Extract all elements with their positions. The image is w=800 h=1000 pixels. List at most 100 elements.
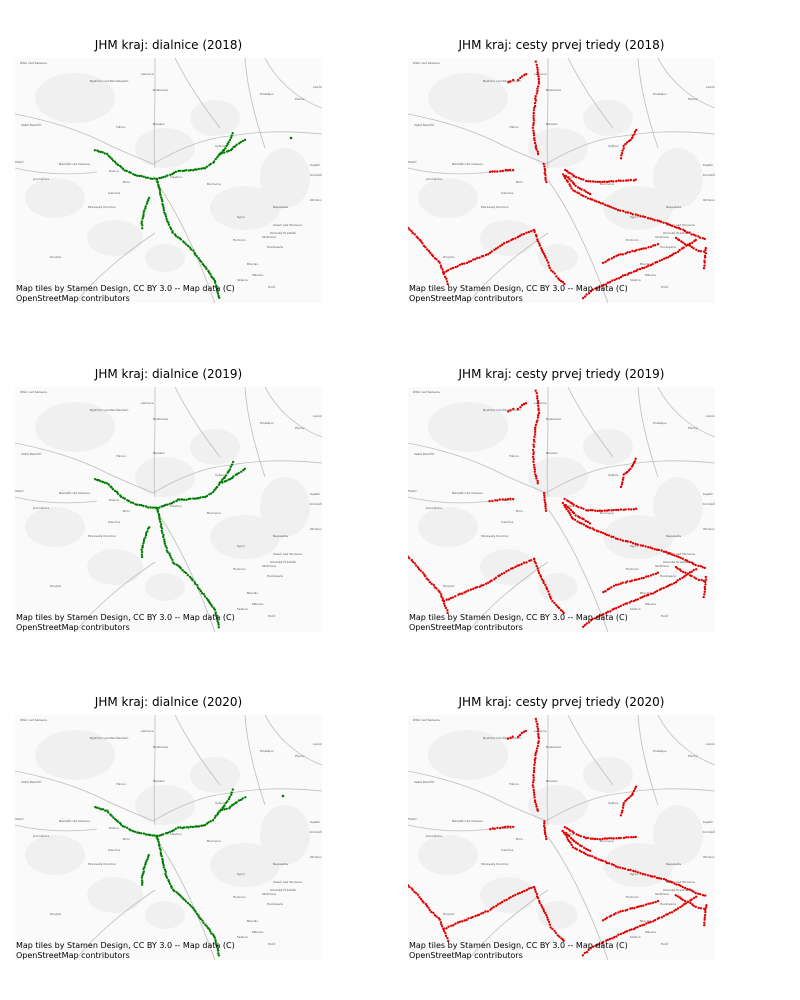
accident-point xyxy=(499,498,501,500)
accident-point xyxy=(630,179,632,181)
place-label: Náměšť nad Oslavou xyxy=(452,819,483,823)
accident-point xyxy=(198,257,200,259)
accident-point xyxy=(134,831,136,833)
accident-point xyxy=(144,207,146,209)
place-label: Napajedla xyxy=(273,534,288,538)
accident-point xyxy=(682,886,684,888)
accident-point xyxy=(497,246,499,248)
accident-point xyxy=(192,826,194,828)
terrain-patch xyxy=(583,100,633,136)
accident-point xyxy=(555,275,557,277)
accident-point xyxy=(629,468,631,470)
accident-point xyxy=(693,905,695,907)
place-label: Lipník nad Bečvou xyxy=(313,85,322,89)
accident-point xyxy=(587,180,589,182)
place-label: Holíč xyxy=(661,942,669,946)
accident-point xyxy=(472,916,474,918)
accident-point xyxy=(596,838,598,840)
terrain-patch xyxy=(260,477,310,537)
accident-point xyxy=(578,192,580,194)
accident-point xyxy=(671,225,673,227)
accident-point xyxy=(622,867,624,869)
accident-point xyxy=(613,608,615,610)
panel-title: JHM kraj: cesty prvej triedy (2019) xyxy=(408,367,715,381)
place-label: Napajedla xyxy=(273,862,288,866)
accident-point xyxy=(104,152,106,154)
place-label: Prostějov xyxy=(653,749,667,753)
accident-point xyxy=(491,170,493,172)
accident-point xyxy=(461,263,463,265)
accident-point xyxy=(532,781,534,783)
accident-point xyxy=(537,897,539,899)
accident-point xyxy=(210,163,212,165)
accident-point xyxy=(94,478,96,480)
accident-point xyxy=(660,588,662,590)
accident-point xyxy=(551,600,553,602)
accident-point xyxy=(535,718,537,720)
accident-point xyxy=(536,723,538,725)
accident-point xyxy=(191,579,193,581)
accident-point xyxy=(536,392,538,394)
accident-point xyxy=(595,857,597,859)
place-label: Jaroměřice xyxy=(32,834,49,838)
place-label: Náměšť nad Oslavou xyxy=(59,162,90,166)
accident-point xyxy=(639,215,641,217)
accident-point xyxy=(704,249,706,251)
accident-point xyxy=(533,464,535,466)
accident-point xyxy=(594,510,596,512)
accident-point xyxy=(221,152,223,154)
accident-point xyxy=(153,177,155,179)
accident-point xyxy=(163,866,165,868)
accident-point xyxy=(512,826,514,828)
accident-point xyxy=(236,144,238,146)
accident-point xyxy=(574,190,576,192)
accident-point xyxy=(695,235,697,237)
place-label: Tišnov xyxy=(115,125,126,129)
accident-point xyxy=(577,843,579,845)
accident-point xyxy=(686,888,688,890)
accident-point xyxy=(704,261,706,263)
accident-point xyxy=(145,205,147,207)
accident-point xyxy=(533,789,535,791)
place-label: Boskovice xyxy=(546,417,561,421)
accident-point xyxy=(535,235,537,237)
accident-point xyxy=(700,579,702,581)
accident-point xyxy=(232,132,234,134)
accident-point xyxy=(244,139,246,141)
accident-point xyxy=(608,862,610,864)
accident-point xyxy=(157,841,159,843)
accident-point xyxy=(530,887,532,889)
accident-point xyxy=(695,568,697,570)
accident-point xyxy=(429,909,431,911)
accident-point xyxy=(545,835,547,837)
accident-point xyxy=(472,588,474,590)
accident-point xyxy=(452,596,454,598)
accident-point xyxy=(192,250,194,252)
accident-point xyxy=(679,557,681,559)
attribution-line-1: Map tiles by Stamen Design, CC BY 3.0 --… xyxy=(409,284,628,294)
accident-point xyxy=(221,809,223,811)
place-label: Skalica xyxy=(630,607,641,611)
accident-point xyxy=(124,826,126,828)
accident-point xyxy=(566,836,568,838)
place-label: Znojmo xyxy=(443,584,455,588)
place-label: Strážnice xyxy=(655,892,669,896)
accident-point xyxy=(242,797,244,799)
panel-title: JHM kraj: dialnice (2020) xyxy=(15,695,322,709)
terrain-patch xyxy=(480,877,536,913)
accident-point xyxy=(236,801,238,803)
accident-point xyxy=(548,593,550,595)
terrain-patch xyxy=(538,244,578,272)
accident-point xyxy=(677,907,679,909)
accident-point xyxy=(535,562,537,564)
accident-point xyxy=(544,829,546,831)
accident-point xyxy=(517,408,519,410)
basemap-road xyxy=(15,825,97,831)
accident-point xyxy=(545,914,547,916)
basemap-road xyxy=(408,825,490,831)
accident-point xyxy=(430,583,432,585)
accident-point xyxy=(232,461,234,463)
accident-point xyxy=(532,117,534,119)
accident-point xyxy=(161,530,163,532)
accident-point xyxy=(685,902,687,904)
